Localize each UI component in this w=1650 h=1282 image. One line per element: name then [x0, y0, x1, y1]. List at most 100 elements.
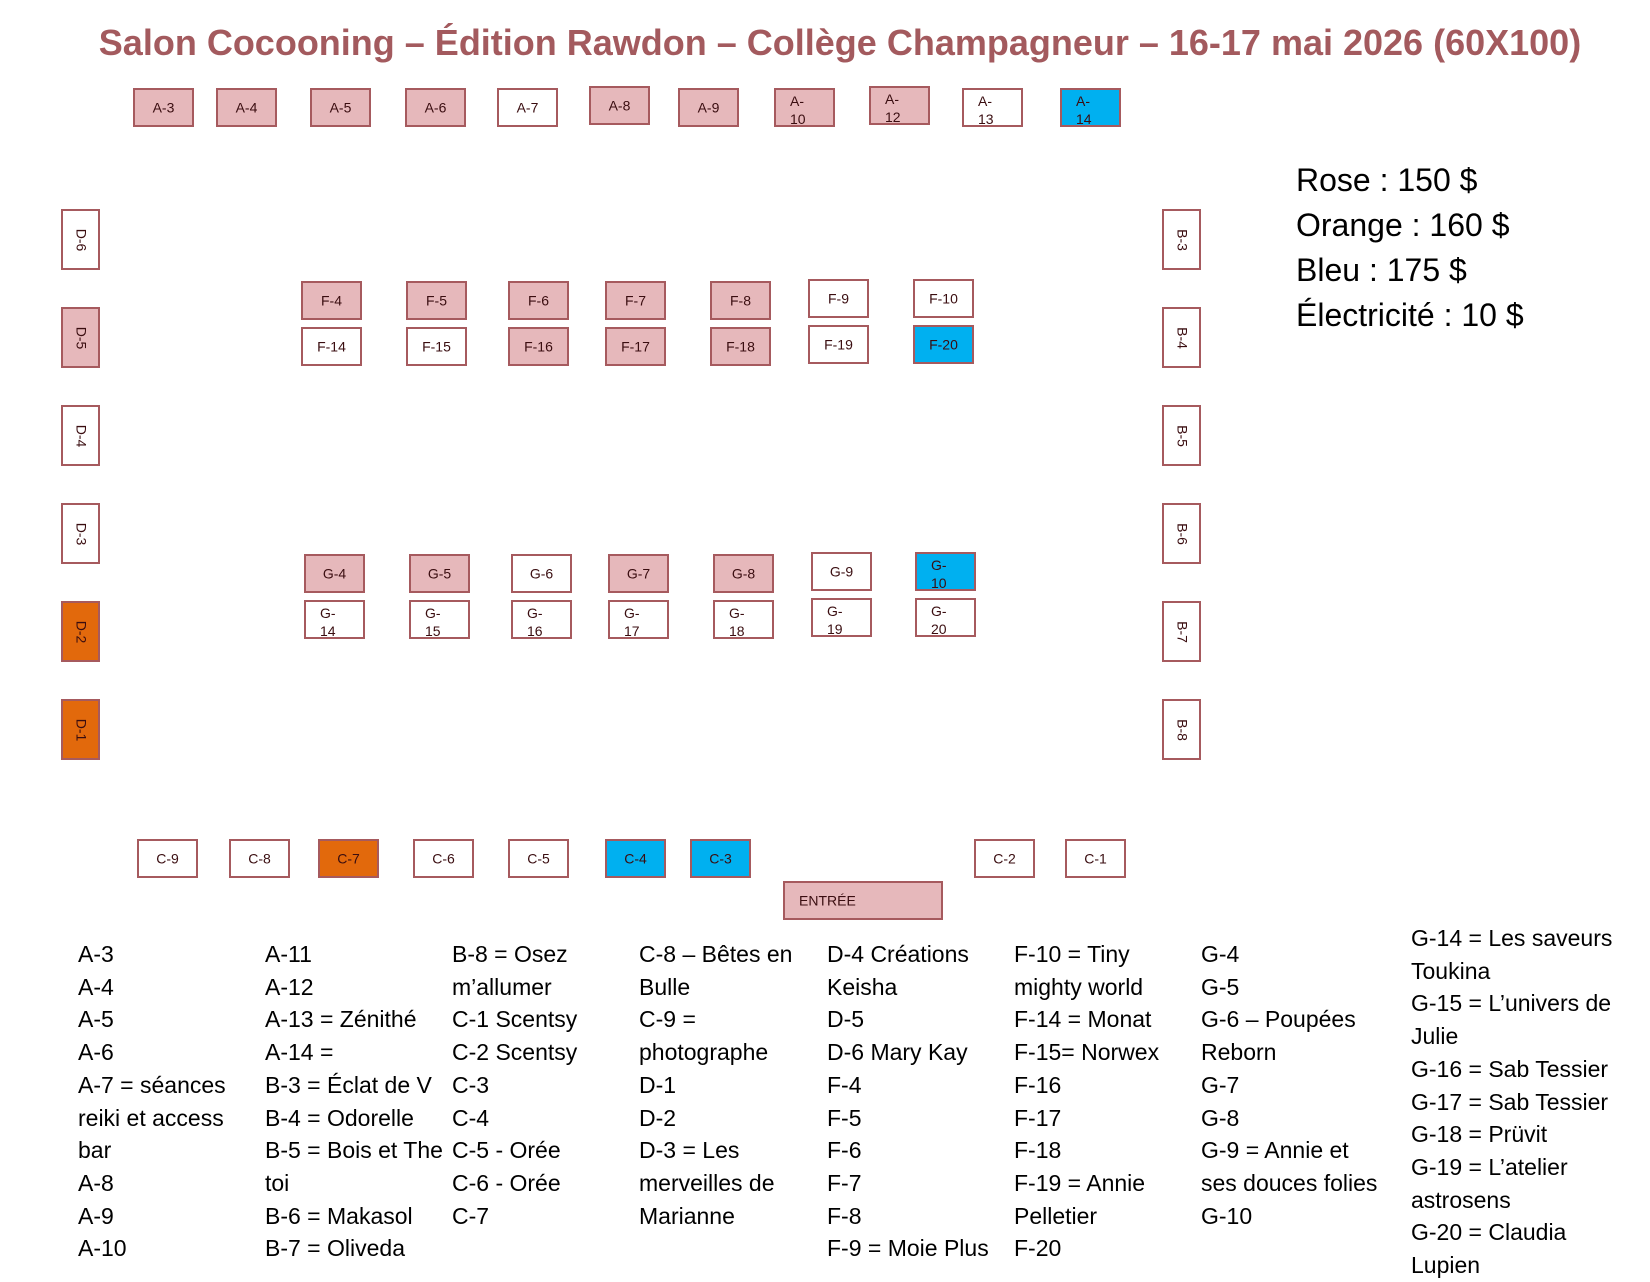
booth-g-7: G-7 — [608, 554, 669, 593]
price-legend: Rose : 150 $ Orange : 160 $ Bleu : 175 $… — [1296, 158, 1524, 338]
legend-line: reiki et access — [78, 1104, 224, 1131]
legend-line: G-20 = Claudia — [1411, 1219, 1567, 1246]
booth-b-5: B-5 — [1162, 405, 1201, 466]
booth-label: F-10 — [929, 290, 958, 306]
legend-line: G-6 – Poupées — [1201, 1006, 1356, 1033]
booth-label: A- 14 — [1076, 93, 1092, 127]
legend-line: A-9 — [78, 1202, 114, 1229]
booth-label: A-7 — [516, 99, 539, 115]
legend-line: B-4 = Odorelle — [265, 1104, 414, 1131]
booth-label: G-7 — [626, 565, 651, 581]
price-orange: Orange : 160 $ — [1296, 207, 1510, 243]
legend-column-3: B-8 = Osez m’allumer C-1 Scentsy C-2 Scents… — [452, 938, 577, 1232]
booth-label: B-4 — [1174, 326, 1190, 349]
booth-label: C-2 — [993, 850, 1016, 866]
legend-line: F-9 = Moie Plus — [827, 1235, 989, 1262]
booth-f-20: F-20 — [913, 325, 974, 364]
booth-label: G-5 — [427, 565, 452, 581]
legend-line: F-16 — [1014, 1071, 1062, 1098]
booth-label: G- 10 — [931, 557, 947, 591]
legend-line: G-4 — [1201, 941, 1240, 967]
legend-line: A-12 — [265, 973, 314, 1000]
booth-a-5: A-5 — [310, 88, 371, 127]
booth-label: F-7 — [625, 292, 646, 308]
booth-label: A- 10 — [790, 93, 806, 127]
booth-label: F-17 — [621, 338, 650, 354]
booth-label: A- 12 — [885, 91, 901, 125]
booth-label: G- 18 — [729, 605, 745, 639]
booth-label: G-9 — [829, 563, 854, 579]
booth-a-3: A-3 — [133, 88, 194, 127]
legend-line: F-8 — [827, 1202, 862, 1229]
booth-g-17: G- 17 — [608, 600, 669, 639]
booth-c-7: C-7 — [318, 839, 379, 878]
booth-label: D-6 — [73, 228, 89, 251]
legend-line: ses douces folies — [1201, 1169, 1378, 1196]
legend-line: B-6 = Makasol — [265, 1202, 413, 1229]
legend-line: Toukina — [1411, 957, 1491, 984]
legend-line: Julie — [1411, 1023, 1459, 1050]
booth-a-9: A-9 — [678, 88, 739, 127]
booth-f-15: F-15 — [406, 327, 467, 366]
booth-label: A-5 — [329, 99, 352, 115]
booth-f-18: F-18 — [710, 327, 771, 366]
booth-label: G- 15 — [425, 605, 441, 639]
legend-line: A-4 — [78, 973, 114, 1000]
legend-line: G-5 — [1201, 973, 1240, 1000]
legend-line: G-19 = L’atelier — [1411, 1153, 1568, 1180]
booth-d-1: D-1 — [61, 699, 100, 760]
booth-c-1: C-1 — [1065, 839, 1126, 878]
legend-column-5: D-4 Créations Keisha D-5 D-6 Mary Kay F-4 F-5… — [827, 938, 989, 1265]
legend-line: A-3 — [78, 941, 114, 967]
legend-line: F-19 = Annie — [1014, 1169, 1146, 1196]
booth-label: B-7 — [1174, 620, 1190, 643]
booth-g-18: G- 18 — [713, 600, 774, 639]
legend-line: D-4 Créations — [827, 941, 969, 967]
legend-line: G-17 = Sab Tessier — [1411, 1088, 1609, 1115]
booth-c-4: C-4 — [605, 839, 666, 878]
legend-line: bar — [78, 1137, 112, 1164]
booth-label: D-2 — [73, 620, 89, 643]
booth-a-6: A-6 — [405, 88, 466, 127]
booth-label: C-8 — [248, 850, 271, 866]
booth-label: A-9 — [697, 99, 720, 115]
legend-line: C-3 — [452, 1071, 490, 1098]
booth-b-3: B-3 — [1162, 209, 1201, 270]
legend-line: F-5 — [827, 1104, 862, 1131]
booth-c-2: C-2 — [974, 839, 1035, 878]
booth-label: F-9 — [828, 290, 849, 306]
booth-label: G- 14 — [320, 605, 336, 639]
booth-label: G- 16 — [527, 605, 543, 639]
booth-label: C-6 — [432, 850, 455, 866]
legend-line: Keisha — [827, 973, 898, 1000]
booth-label: D-1 — [73, 718, 89, 741]
legend-line: F-18 — [1014, 1137, 1062, 1164]
booth-label: C-1 — [1084, 850, 1107, 866]
legend-line: G-7 — [1201, 1071, 1240, 1098]
booth-label: B-8 — [1174, 718, 1190, 741]
legend-column-2: A-11 A-12 A-13 = Zénithé A-14 = B-3 = Éclat … — [265, 938, 443, 1265]
booth-a-13: A- 13 — [962, 88, 1023, 127]
booth-g-6: G-6 — [511, 554, 572, 593]
booth-g-4: G-4 — [304, 554, 365, 593]
legend-line: A-5 — [78, 1006, 114, 1033]
booth-label: B-6 — [1174, 522, 1190, 545]
legend-column-4: C-8 – Bêtes en Bulle C-9 = photographe D-1 D-… — [639, 938, 792, 1232]
booth-label: G- 17 — [624, 605, 640, 639]
booth-label: B-5 — [1174, 424, 1190, 447]
legend-column-7: G-4 G-5 G-6 – Poupées Reborn G-7 G-8 G-9 = Ann… — [1201, 938, 1377, 1232]
booth-label: G-8 — [731, 565, 756, 581]
booth-f-8: F-8 — [710, 281, 771, 320]
booth-label: F-16 — [524, 338, 553, 354]
booth-g-16: G- 16 — [511, 600, 572, 639]
legend-line: G-16 = Sab Tessier — [1411, 1055, 1609, 1082]
legend-line: toi — [265, 1169, 290, 1196]
legend-line: B-5 = Bois et The — [265, 1137, 443, 1164]
legend-line: photographe — [639, 1039, 769, 1066]
booth-f-19: F-19 — [808, 325, 869, 364]
booth-label: G-6 — [529, 565, 554, 581]
booth-g-8: G-8 — [713, 554, 774, 593]
booth-c-3: C-3 — [690, 839, 751, 878]
booth-f-5: F-5 — [406, 281, 467, 320]
booth-label: A-3 — [152, 99, 175, 115]
